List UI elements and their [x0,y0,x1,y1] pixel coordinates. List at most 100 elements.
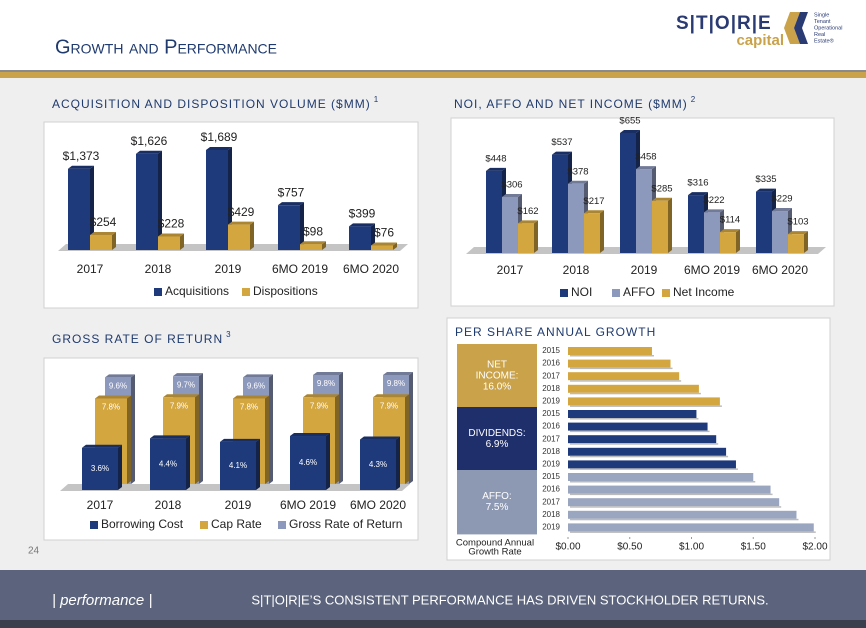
bar [704,212,720,253]
bar-top [228,221,254,225]
bar-side [600,210,604,253]
bar [568,422,708,431]
bar-shadow [570,430,710,433]
bar [788,234,804,253]
value-label: $285 [651,183,672,194]
x-axis-label: Compound Annual Growth Rate [456,537,534,557]
bar-top [568,180,588,184]
bar-top [163,394,199,398]
bar [206,150,228,250]
header-rule [0,70,866,72]
legend-label: Gross Rate of Return [289,517,402,531]
bar-side [250,221,254,250]
value-label: 9.6% [109,381,127,390]
bar-side [158,150,162,250]
value-label: 4.6% [299,458,317,467]
x-tick-label: 2017 [77,262,104,276]
value-label: $76 [374,226,394,240]
y-tick-label: 2019 [542,523,560,532]
bar [568,397,720,406]
bar [68,168,90,250]
bar-side [118,444,122,490]
chart-title: NOI, AFFO AND NET INCOME ($MM) [454,97,688,111]
x-tick-label: $1.00 [679,542,704,553]
bar [486,170,502,253]
bar [136,153,158,250]
bar-top [136,150,162,154]
x-tick-label: 2017 [87,498,114,512]
group-label: NET INCOME: [476,359,519,381]
bar [278,205,300,250]
bar-top [313,372,343,375]
value-label: $217 [583,196,604,207]
x-tick-label: 6MO 2019 [272,262,328,276]
footer-band [0,570,866,620]
value-label: 9.6% [247,381,265,390]
value-label: 7.9% [380,401,398,410]
bar-top [704,209,724,213]
bar-side [256,438,260,490]
bar-shadow [570,455,729,458]
value-label: $316 [687,178,708,189]
bar-side [186,435,190,490]
bar-side [265,395,269,484]
logo-tagline: Real [814,32,825,38]
bar [568,347,652,355]
group-cagr: 7.5% [486,502,509,513]
bar-shadow [570,468,738,470]
bar [360,439,396,490]
bar-top [552,151,572,155]
logo-tagline: Operational [814,25,842,31]
bar [756,191,772,253]
bar [228,224,250,250]
x-tick-label: $2.00 [802,542,827,553]
x-tick-label: 2019 [215,262,242,276]
bar [568,359,671,368]
value-label: 7.8% [102,403,120,412]
bar-top [620,130,640,133]
value-label: $254 [90,215,117,229]
bar [568,485,771,494]
y-tick-label: 2019 [542,397,560,406]
legend-label: Net Income [673,285,735,299]
footnote-mark: 2 [691,95,696,104]
bar-top [502,193,522,197]
bar [720,232,736,253]
bar [584,213,600,253]
bar [636,169,652,253]
bar-top [206,147,232,150]
bar [158,236,180,250]
bar-top [652,197,672,201]
y-tick-label: 2016 [542,485,560,494]
bar [90,234,112,250]
value-label: $458 [635,152,656,163]
group-cagr: 16.0% [483,381,511,392]
bar [568,498,780,507]
page-number: 24 [28,546,40,557]
chart-title: ACQUISITION AND DISPOSITION VOLUME ($MM) [52,97,371,111]
bar-side [534,220,538,253]
value-label: 4.1% [229,461,247,470]
logo-icon [784,12,800,44]
value-label: 3.6% [91,464,109,473]
value-label: $1,373 [63,149,100,163]
bar-top [349,223,375,227]
footnote-mark: 3 [226,330,231,339]
bar-side [393,242,397,250]
legend-swatch [200,521,208,529]
bar-top [68,165,94,169]
bar-side [409,372,413,484]
x-tick-label: 2017 [497,263,524,277]
logo-tagline: Single [814,12,829,18]
value-label: $757 [278,185,305,199]
bar-side [405,394,409,484]
value-label: $228 [158,217,185,231]
legend-label: NOI [571,285,592,299]
logo-name: S|T|O|R|E [676,13,772,34]
bar-top [82,444,122,448]
x-tick-label: 2018 [155,498,182,512]
bar [518,223,534,253]
bar-top [220,438,260,442]
bar-side [131,374,135,484]
footer-message: S|T|O|R|E’S CONSISTENT PERFORMANCE HAS D… [251,592,768,607]
